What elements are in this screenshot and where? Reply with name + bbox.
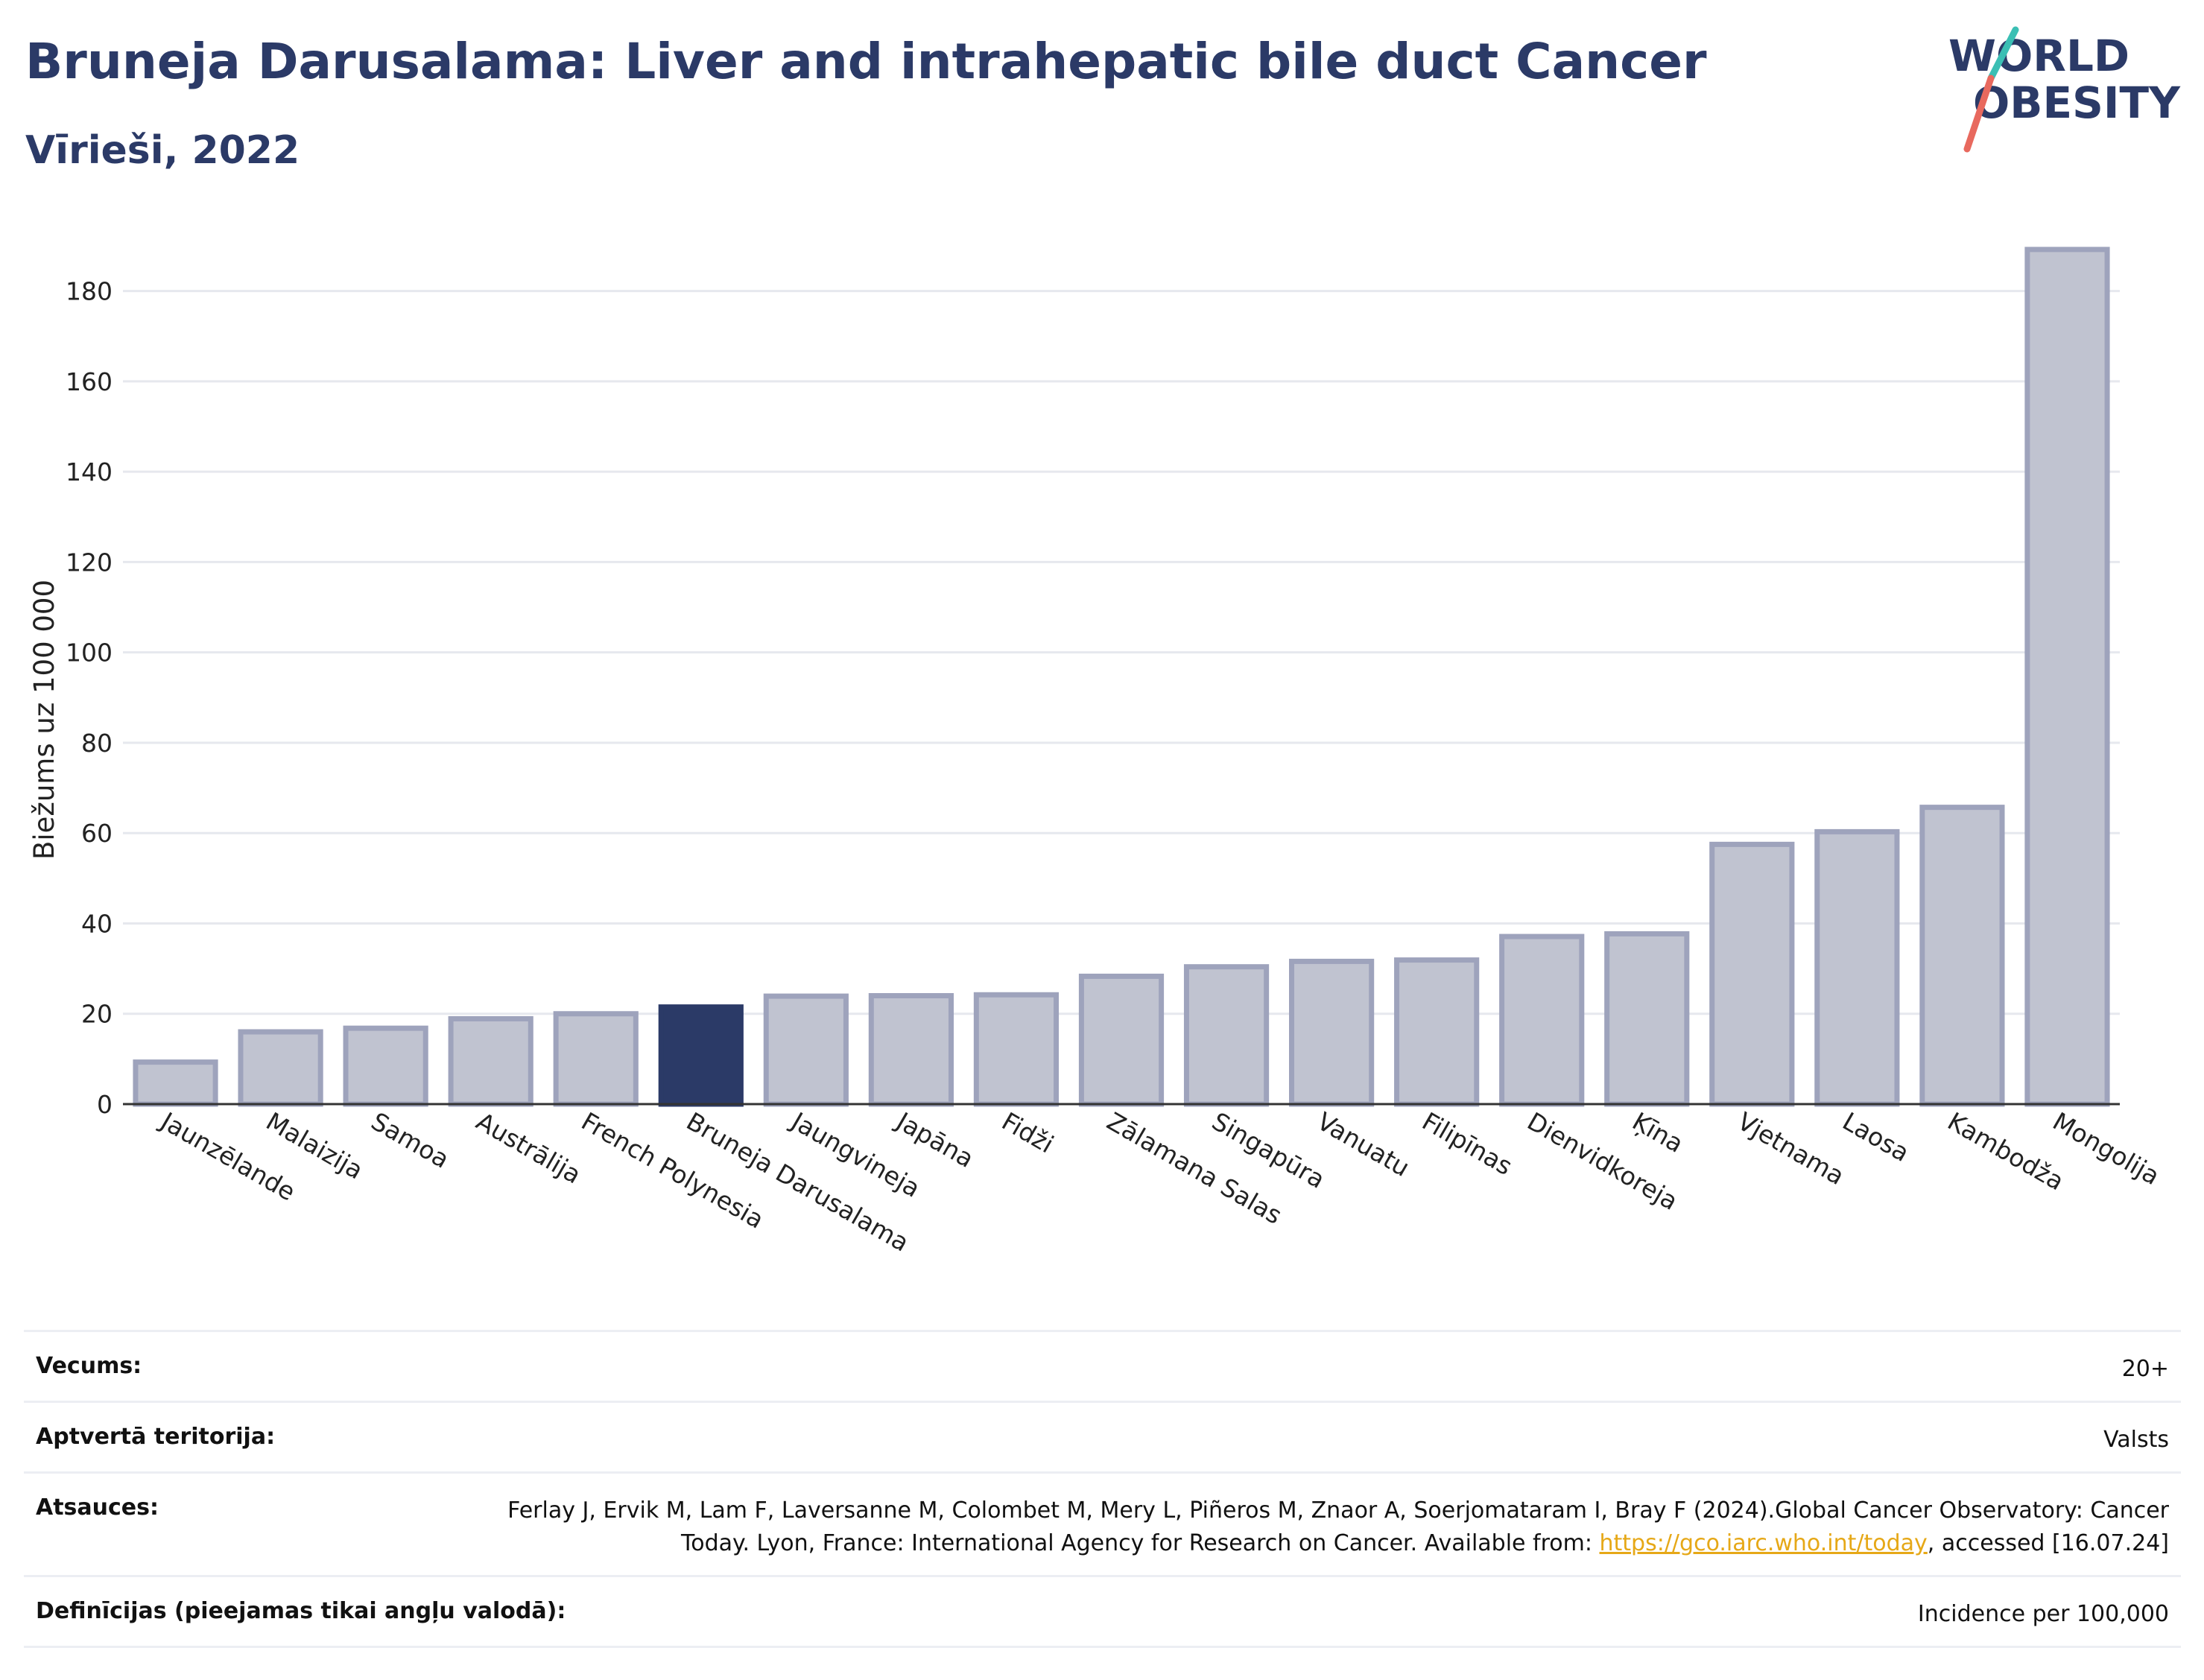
bar-laosa [1814,828,1900,1107]
logo-line-2: OBESITY [1973,77,2181,128]
y-tick-label: 180 [66,277,113,306]
info-row-definitions: Definīcijas (pieejamas tikai angļu valod… [24,1575,2181,1648]
x-tick-label: Zālamana Salas [1102,1106,1287,1230]
logo-slash-red [1963,75,1995,153]
info-row-age: Vecums: 20+ [24,1330,2181,1401]
info-table: Vecums: 20+ Aptvertā teritorija: Valsts … [24,1330,2181,1648]
bar-jaungvineja [763,993,849,1107]
y-tick-label: 60 [81,819,113,848]
logo-slash-teal [1987,26,2019,82]
bar-french-polynesia [553,1011,639,1107]
references-text: Ferlay J, Ervik M, Lam F, Laversanne M, … [507,1497,2169,1556]
x-tick-label: Laosa [1837,1106,1914,1167]
definitions-label: Definīcijas (pieejamas tikai angļu valod… [36,1598,566,1624]
references-label: Atsauces: [36,1494,159,1521]
x-tick-label: Fidži [997,1106,1059,1158]
y-tick-label: 80 [81,729,113,758]
y-tick-label: 40 [81,909,113,938]
y-tick-label: 140 [66,457,113,486]
bar-japāna [868,992,954,1107]
x-tick-label: French Polynesia [577,1106,769,1234]
y-tick-label: 0 [97,1090,113,1119]
bar-fidži [973,992,1060,1107]
bar-malaizija [238,1029,323,1107]
bar-dienvidkoreja [1499,933,1585,1107]
logo-line-1: WORLD [1948,31,2129,81]
bar-filipīnas [1394,957,1480,1107]
age-label: Vecums: [36,1353,142,1379]
x-tick-label: Mongolija [2048,1106,2165,1191]
bar-mongolija [2024,247,2110,1107]
x-tick-label: Vjetnama [1732,1106,1849,1191]
y-tick-label: 20 [81,1000,113,1029]
y-axis-label: Biežums uz 100 000 [28,580,60,860]
x-tick-label: Austrālija [472,1106,586,1189]
info-row-territory: Aptvertā teritorija: Valsts [24,1401,2181,1471]
info-row-references: Atsauces: Ferlay J, Ervik M, Lam F, Lave… [24,1471,2181,1575]
y-tick-label: 100 [66,638,113,668]
x-tick-label: Samoa [367,1106,455,1174]
world-obesity-logo: WORLD OBESITY [1948,26,2181,153]
x-tick-label: Filipīnas [1417,1106,1517,1181]
x-tick-label: Ķīna [1627,1106,1688,1158]
y-tick-label: 120 [66,548,113,577]
x-tick-label: Japāna [890,1106,978,1173]
bar-kambodža [1919,805,2005,1107]
references-link[interactable]: https://gco.iarc.who.int/today [1599,1530,1928,1556]
bar-ķīna [1604,931,1690,1107]
age-value: 20+ [2121,1356,2169,1382]
x-tick-label: Kambodža [1942,1106,2068,1196]
bars [133,247,2110,1107]
y-axis-ticks: 0 20 40 60 80 100 120 140 160 180 [66,277,113,1119]
definitions-value: Incidence per 100,000 [1917,1601,2169,1627]
territory-label: Aptvertā teritorija: [36,1424,276,1450]
page-title: Bruneja Darusalama: Liver and intrahepat… [25,33,1707,90]
bar-singapūra [1183,964,1270,1107]
bar-bruneja-darusalama [658,1004,744,1107]
bar-vanuatu [1289,958,1375,1107]
territory-value: Valsts [2103,1427,2169,1453]
y-tick-label: 160 [66,367,113,396]
references-value: Ferlay J, Ervik M, Lam F, Laversanne M, … [470,1494,2169,1560]
page-subtitle: Vīrieši, 2022 [25,128,300,173]
bar-chart: 0 20 40 60 80 100 120 140 160 180 JaunzēlandeMala… [28,247,2165,1258]
bar-zālamana-salas [1078,973,1165,1107]
bar-austrālija [448,1015,533,1107]
bar-jaunzēlande [133,1059,218,1107]
references-accessed: , accessed [16.07.24] [1927,1530,2169,1556]
bar-samoa [343,1025,428,1107]
bar-vjetnama [1709,841,1795,1107]
